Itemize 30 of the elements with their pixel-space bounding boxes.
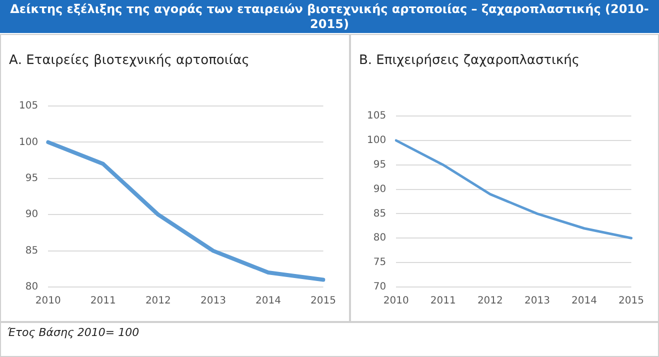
- x-tick-label: 2015: [618, 296, 644, 307]
- text: Έτος Βάσης 2010= 100: [7, 326, 140, 339]
- y-tick-label: 90: [373, 184, 386, 195]
- y-tick-label: 105: [366, 110, 386, 122]
- y-tick-label: 100: [366, 135, 386, 146]
- y-tick-label: 85: [25, 245, 38, 256]
- x-tick-label: 2015: [310, 296, 336, 307]
- x-tick-label: 2014: [256, 296, 281, 307]
- y-tick-label: 85: [373, 208, 386, 220]
- x-tick-label: 2013: [524, 296, 550, 307]
- y-tick-label: 80: [373, 232, 386, 244]
- x-tick-label: 2010: [383, 296, 409, 307]
- x-tick-label: 2012: [477, 296, 503, 307]
- x-tick-label: 2010: [35, 296, 61, 307]
- x-tick-label: 2013: [200, 296, 226, 307]
- y-tick-label: 95: [25, 172, 38, 184]
- y-tick-label: 75: [373, 257, 386, 268]
- chart-title: Β. Επιχειρήσεις ζαχαροπλαστικής: [359, 53, 580, 68]
- chart-subtitle: Α. Εταιρείες βιοτεχνικής αρτοποιίας: [9, 53, 250, 68]
- x-tick-label: 2011: [90, 296, 116, 307]
- chart-title: Δείκτης εξέλιξης της αγοράς των εταιρειών βιοτεχνικής αρτοποιίας – ζαχαροπλαστικής (2010-2015): [0, 0, 659, 33]
- x-tick-label: 2014: [572, 296, 597, 307]
- y-tick-label: 100: [18, 136, 38, 148]
- y-tick-label: 90: [25, 209, 38, 220]
- y-tick-label: 95: [373, 159, 386, 170]
- y-tick-label: 80: [25, 282, 38, 293]
- x-tick-label: 2011: [430, 296, 456, 307]
- y-tick-label: 70: [373, 282, 386, 293]
- x-tick-label: 2012: [145, 296, 171, 307]
- y-tick-label: 105: [18, 100, 38, 112]
